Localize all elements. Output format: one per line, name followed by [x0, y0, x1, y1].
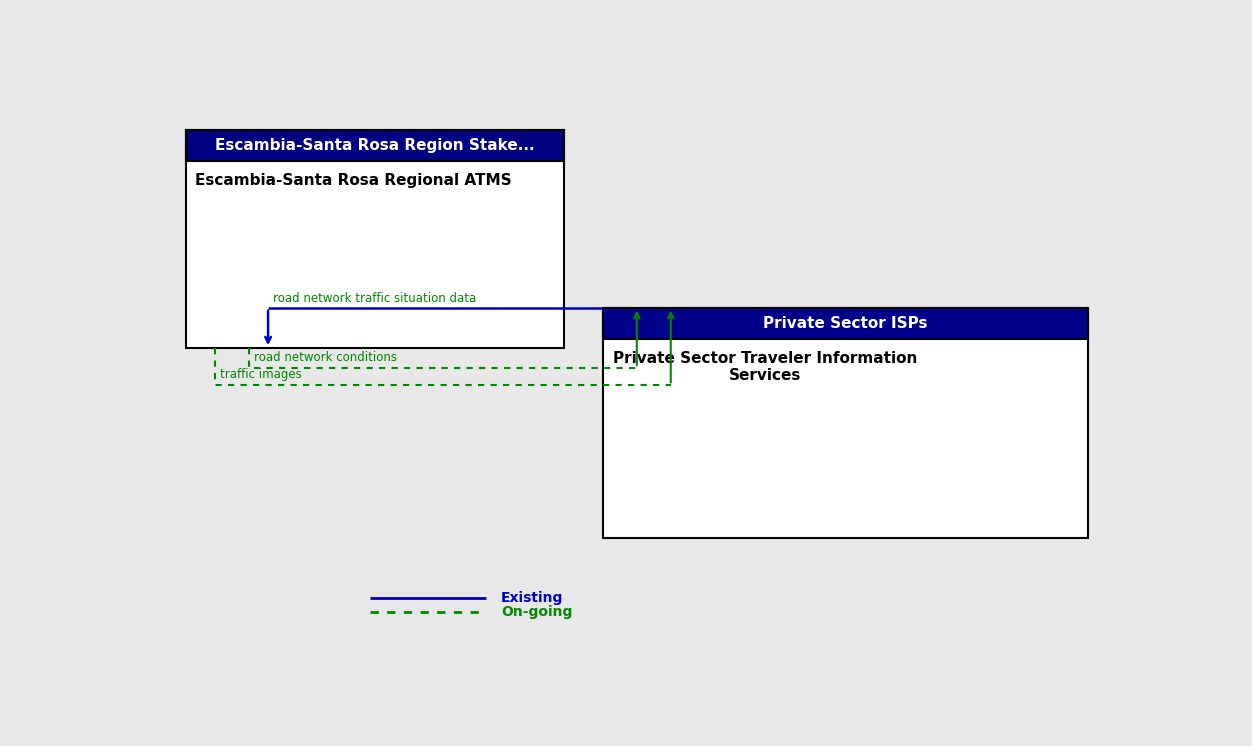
Text: road network conditions: road network conditions [253, 351, 397, 364]
Text: Escambia-Santa Rosa Region Stake...: Escambia-Santa Rosa Region Stake... [215, 138, 535, 153]
Bar [602, 308, 1088, 538]
Text: Private Sector Traveler Information
Services: Private Sector Traveler Information Serv… [612, 351, 916, 383]
Bar [185, 130, 563, 161]
Text: Existing: Existing [501, 591, 563, 605]
Text: road network traffic situation data: road network traffic situation data [273, 292, 476, 305]
Bar [185, 130, 563, 348]
Text: traffic images: traffic images [219, 368, 302, 381]
Bar [602, 308, 1088, 339]
Text: On-going: On-going [501, 605, 572, 619]
Text: Escambia-Santa Rosa Regional ATMS: Escambia-Santa Rosa Regional ATMS [195, 173, 512, 188]
Text: Private Sector ISPs: Private Sector ISPs [764, 316, 928, 331]
